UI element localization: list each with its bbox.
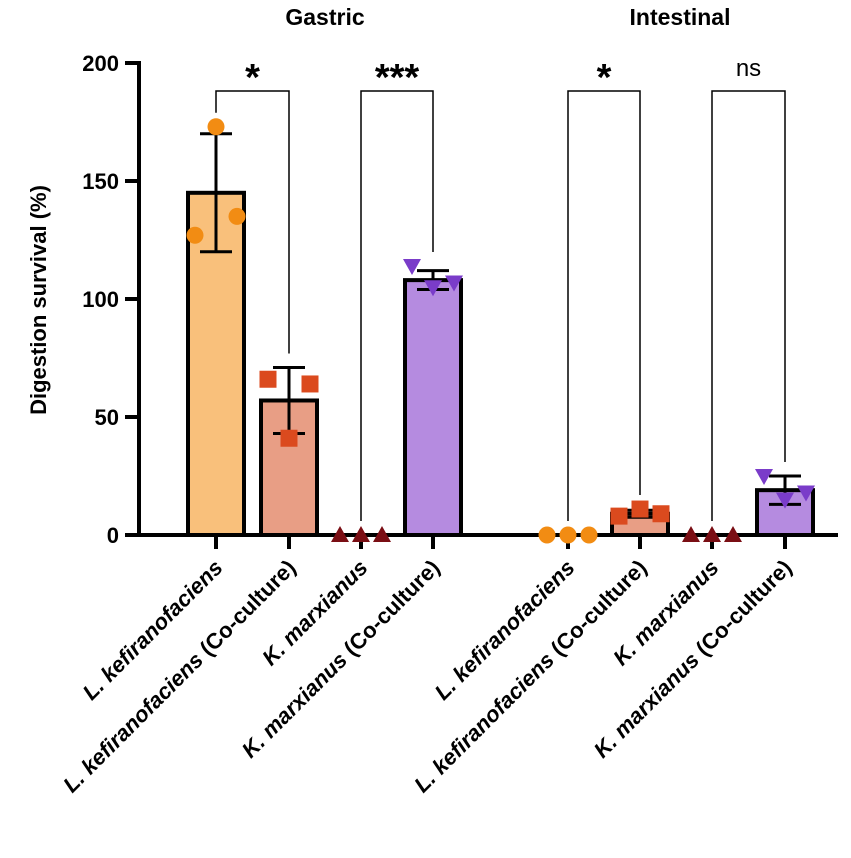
data-point-triangle-up (373, 526, 391, 542)
data-point-square (259, 370, 277, 388)
data-point-square (301, 375, 319, 393)
data-point-square (610, 507, 628, 525)
significance-bracket: ns (711, 55, 786, 521)
data-point-triangle-down (445, 275, 463, 292)
significance-label: ns (736, 55, 761, 82)
y-tick-label: 50 (95, 405, 119, 430)
data-point-triangle-down (424, 280, 442, 297)
significance-bracket: * (215, 57, 290, 354)
category-label: L. kefiranofaciens (78, 555, 228, 705)
bars (186, 190, 815, 538)
data-point-circle (580, 526, 598, 544)
significance-bracket: *** (360, 57, 434, 521)
y-tick-label: 150 (82, 169, 119, 194)
data-point-triangle-down (797, 485, 815, 502)
data-point-triangle-up (331, 526, 349, 542)
y-tick-label: 100 (82, 287, 119, 312)
category-label: L. kefiranofaciens (430, 555, 580, 705)
bar (403, 278, 463, 537)
significance-label: * (245, 57, 260, 99)
data-point-circle (186, 226, 204, 244)
significance-bracket: * (567, 57, 641, 521)
data-point-circle (207, 118, 225, 136)
y-axis-label: Digestion survival (%) (26, 185, 51, 415)
data-point-square (280, 429, 298, 447)
significance-label: *** (375, 57, 420, 99)
data-point-triangle-down (403, 258, 421, 275)
y-tick-label: 200 (82, 51, 119, 76)
data-points (186, 118, 815, 544)
significance-brackets: * *** * ns (215, 55, 786, 521)
data-point-circle (538, 526, 556, 544)
data-point-square (652, 505, 670, 523)
data-point-triangle-up (352, 526, 370, 542)
data-point-triangle-up (724, 526, 742, 542)
data-point-triangle-down (776, 492, 794, 509)
data-point-square (631, 500, 649, 518)
data-point-circle (228, 207, 246, 225)
data-point-circle (559, 526, 577, 544)
bar (259, 398, 319, 538)
y-tick-label: 0 (107, 523, 119, 548)
bar (755, 488, 815, 538)
significance-label: * (597, 57, 612, 99)
data-point-triangle-down (755, 469, 773, 485)
data-point-triangle-up (682, 526, 700, 542)
group-title-intestinal: Intestinal (630, 4, 731, 30)
data-point-triangle-up (703, 526, 721, 542)
group-title-gastric: Gastric (285, 4, 364, 30)
